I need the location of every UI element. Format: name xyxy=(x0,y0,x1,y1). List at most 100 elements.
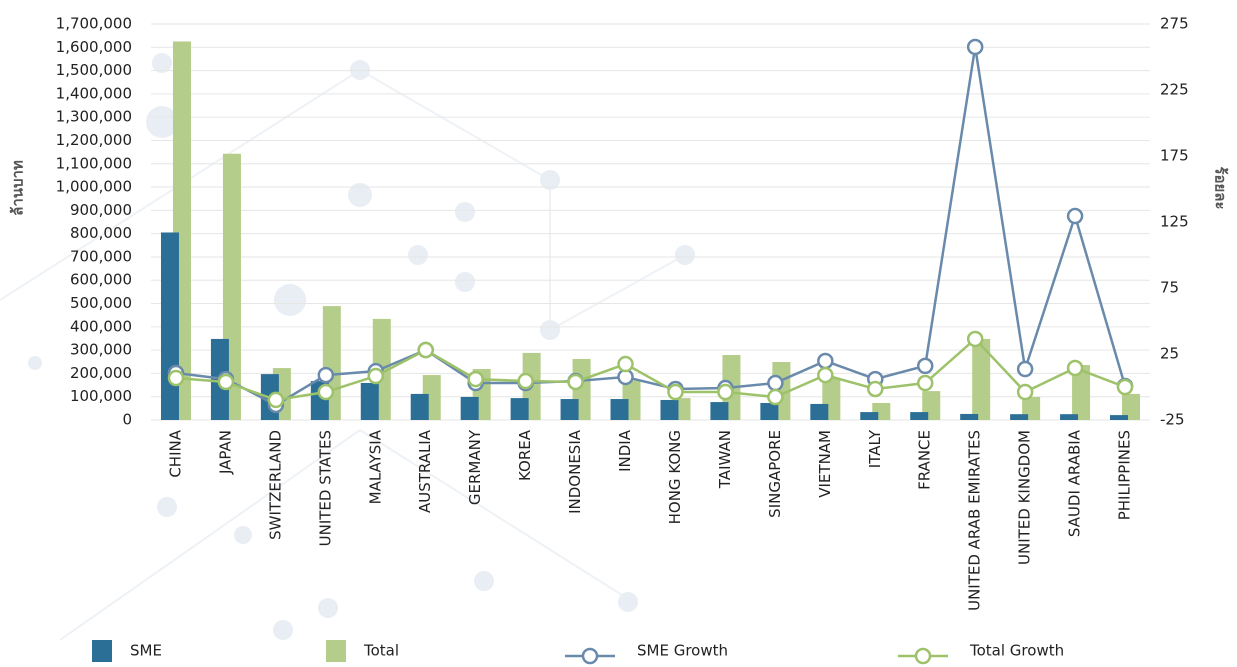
x-tick-label: SINGAPORE xyxy=(766,430,784,518)
line-point xyxy=(767,388,784,406)
bar xyxy=(660,399,679,420)
bar xyxy=(960,413,979,420)
y-tick-label: 500,000 xyxy=(70,294,132,312)
line-point xyxy=(867,380,884,398)
y2-tick-label: 25 xyxy=(1160,345,1179,363)
bar xyxy=(1110,415,1129,420)
y-tick-label: 200,000 xyxy=(70,364,132,382)
legend-swatch xyxy=(326,640,346,662)
y-tick-label: 100,000 xyxy=(70,387,132,405)
y-tick-label: 1,300,000 xyxy=(56,108,132,126)
line-series xyxy=(175,337,1126,402)
y2-axis-title: ร้อยละ xyxy=(1212,166,1230,209)
line-point xyxy=(467,370,484,388)
x-tick-label: KOREA xyxy=(516,429,534,481)
bar xyxy=(910,412,929,420)
line-point xyxy=(1066,359,1084,377)
bar xyxy=(710,402,729,420)
bar xyxy=(1010,414,1029,420)
x-tick-label: UNITED KINGDOM xyxy=(1016,430,1034,565)
x-tick-label: GERMANY xyxy=(466,429,484,505)
x-tick-label: MALAYSIA xyxy=(366,429,384,504)
bar xyxy=(760,402,779,420)
line-point xyxy=(817,352,834,370)
line-point xyxy=(617,355,634,373)
legend-label: Total xyxy=(363,642,399,660)
y-tick-label: 1,500,000 xyxy=(56,61,132,79)
x-tick-label: FRANCE xyxy=(916,430,934,490)
y2-tick-label: -25 xyxy=(1160,411,1185,429)
line-point xyxy=(1016,360,1034,378)
y2-tick-label: 175 xyxy=(1160,147,1189,165)
x-tick-label: ITALY xyxy=(866,429,884,468)
bar xyxy=(510,398,529,420)
line-point xyxy=(966,38,984,56)
line-point xyxy=(966,330,984,348)
bar xyxy=(410,393,429,420)
line-point xyxy=(916,374,934,392)
y-tick-label: 1,600,000 xyxy=(56,38,132,56)
bar xyxy=(860,412,879,420)
x-tick-label: INDIA xyxy=(616,429,634,472)
line-point xyxy=(916,357,934,375)
legend-swatch xyxy=(914,647,932,665)
x-tick-label: SAUDI ARABIA xyxy=(1066,429,1084,537)
x-tick-label: SWITZERLAND xyxy=(266,430,284,540)
y-tick-label: 900,000 xyxy=(70,201,132,219)
y2-tick-label: 225 xyxy=(1160,81,1189,99)
bar xyxy=(160,232,179,420)
y-tick-label: 800,000 xyxy=(70,224,132,242)
line-point xyxy=(267,391,285,409)
x-tick-label: CHINA xyxy=(166,429,184,477)
line-point xyxy=(767,374,784,392)
line-point xyxy=(817,366,834,384)
x-tick-label: UNITED ARAB EMIRATES xyxy=(966,430,984,611)
line-series xyxy=(175,46,1127,407)
legend-label: Total Growth xyxy=(969,642,1064,660)
x-tick-label: UNITED STATES xyxy=(316,430,334,546)
line-point xyxy=(317,383,335,401)
y-tick-label: 1,200,000 xyxy=(56,131,132,149)
bar xyxy=(1122,393,1141,420)
bar xyxy=(1060,414,1079,420)
y-tick-label: 700,000 xyxy=(70,247,132,265)
legend-swatch xyxy=(92,640,112,662)
line-point xyxy=(367,367,385,385)
line-point xyxy=(717,383,734,401)
legend-label: SME xyxy=(130,642,162,660)
bar xyxy=(972,338,991,420)
y-tick-label: 400,000 xyxy=(70,317,132,335)
line-point xyxy=(1116,378,1134,396)
line-point xyxy=(517,372,534,390)
y-tick-label: 0 xyxy=(122,411,132,429)
y-tick-label: 1,000,000 xyxy=(56,178,132,196)
y-tick-label: 300,000 xyxy=(70,341,132,359)
y-tick-label: 600,000 xyxy=(70,271,132,289)
line-point xyxy=(417,341,434,359)
line-point xyxy=(217,373,235,391)
x-tick-label: JAPAN xyxy=(216,430,234,475)
legend-swatch xyxy=(581,647,599,665)
y-tick-label: 1,400,000 xyxy=(56,84,132,102)
line-point xyxy=(567,373,584,391)
y2-tick-label: 275 xyxy=(1160,15,1189,33)
line-point xyxy=(167,369,185,387)
y2-tick-label: 125 xyxy=(1160,213,1189,231)
bar xyxy=(360,382,379,420)
line-point xyxy=(1066,207,1084,225)
y2-tick-label: 75 xyxy=(1160,279,1179,297)
x-tick-label: HONG KONG xyxy=(666,430,684,524)
bar xyxy=(460,396,479,420)
x-tick-label: INDONESIA xyxy=(566,429,584,514)
background-decoration xyxy=(0,53,695,641)
y-tick-label: 1,100,000 xyxy=(56,154,132,172)
bar xyxy=(610,399,629,420)
line-point xyxy=(667,383,684,401)
x-tick-label: VIETNAM xyxy=(816,430,834,498)
x-tick-label: PHILIPPINES xyxy=(1116,430,1134,520)
y-tick-label: 1,700,000 xyxy=(56,15,132,33)
line-point xyxy=(317,366,335,384)
bar xyxy=(560,399,579,420)
x-tick-label: AUSTRALIA xyxy=(416,429,434,513)
